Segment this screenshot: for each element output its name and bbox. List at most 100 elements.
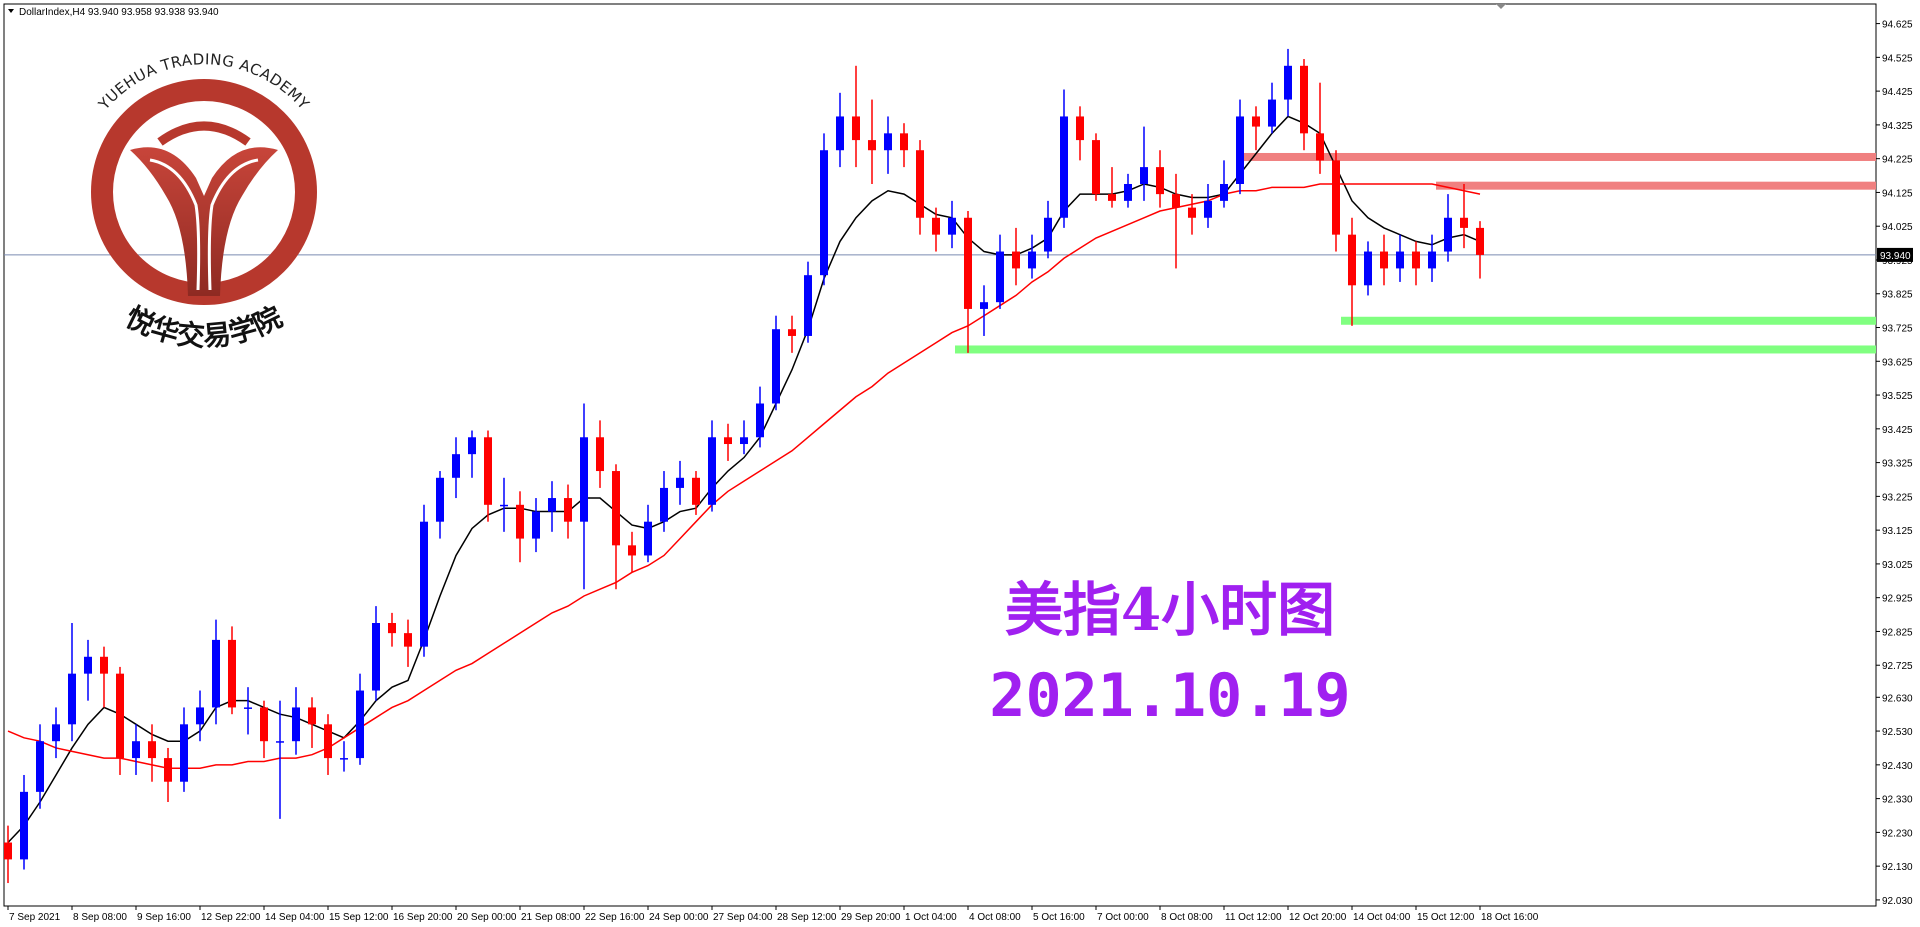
y-tick-label: 94.625 xyxy=(1882,20,1913,31)
candle-body xyxy=(1476,227,1484,255)
candle-body xyxy=(1268,99,1276,127)
y-tick-label: 92.030 xyxy=(1882,896,1913,907)
y-tick-label: 93.825 xyxy=(1882,290,1913,301)
x-tick-label: 27 Sep 04:00 xyxy=(713,912,773,923)
candle-body xyxy=(1220,183,1228,201)
x-tick-label: 14 Oct 04:00 xyxy=(1353,912,1411,923)
x-tick-label: 9 Sep 16:00 xyxy=(137,912,191,923)
candle-body xyxy=(1044,217,1052,252)
y-tick-label: 92.230 xyxy=(1882,828,1913,839)
y-tick-label: 94.325 xyxy=(1882,121,1913,132)
candle-body xyxy=(1428,251,1436,269)
candle-body xyxy=(324,724,332,759)
candle-body xyxy=(84,656,92,674)
y-tick-label: 93.725 xyxy=(1882,324,1913,335)
x-tick-label: 14 Sep 04:00 xyxy=(265,912,325,923)
y-tick-label: 94.225 xyxy=(1882,155,1913,166)
x-tick-label: 24 Sep 00:00 xyxy=(649,912,709,923)
y-tick-label: 93.125 xyxy=(1882,526,1913,537)
candle-body xyxy=(852,116,860,141)
candle-body xyxy=(692,477,700,505)
candle-body xyxy=(1028,251,1036,269)
candle-body xyxy=(1252,116,1260,127)
candle-body xyxy=(308,707,316,725)
chart-header: DollarIndex,H4 93.940 93.958 93.938 93.9… xyxy=(19,7,219,18)
candle-body xyxy=(196,707,204,725)
last-price-label: 93.940 xyxy=(1880,251,1911,262)
candle-body xyxy=(356,690,364,759)
menu-triangle xyxy=(8,9,14,13)
candle-body xyxy=(1316,133,1324,161)
candle-body xyxy=(1332,160,1340,235)
candle-body xyxy=(1412,251,1420,269)
annotation-title: 美指4小时图 xyxy=(1005,576,1335,644)
logo: YUEHUA TRADING ACADEMY 悦华交易学院 xyxy=(91,50,317,353)
level-band xyxy=(1436,181,1876,190)
shift-marker xyxy=(1496,4,1506,9)
annotation-date: 2021.10.19 xyxy=(989,661,1350,731)
x-tick-label: 15 Oct 12:00 xyxy=(1417,912,1475,923)
candle-body xyxy=(564,498,572,522)
y-tick-label: 93.625 xyxy=(1882,357,1913,368)
y-tick-label: 92.330 xyxy=(1882,795,1913,806)
candle-body xyxy=(1460,217,1468,228)
x-tick-label: 8 Oct 08:00 xyxy=(1161,912,1213,923)
candle-body xyxy=(516,504,524,539)
candle-body xyxy=(612,471,620,546)
candle-body xyxy=(1396,251,1404,269)
x-tick-label: 16 Sep 20:00 xyxy=(393,912,453,923)
candle-body xyxy=(916,150,924,218)
y-tick-label: 92.530 xyxy=(1882,727,1913,738)
candle-body xyxy=(260,707,268,742)
x-tick-label: 12 Oct 20:00 xyxy=(1289,912,1347,923)
y-tick-label: 92.430 xyxy=(1882,761,1913,772)
y-tick-label: 92.130 xyxy=(1882,862,1913,873)
candle-body xyxy=(164,758,172,782)
x-tick-label: 4 Oct 08:00 xyxy=(969,912,1021,923)
last-price-box xyxy=(1877,247,1913,262)
candle-body xyxy=(132,741,140,759)
candle-body xyxy=(724,437,732,445)
axis: 94.625 94.525 94.425 94.325 94.225 94.125 94.0… xyxy=(4,20,1913,923)
x-tick-label: 28 Sep 12:00 xyxy=(777,912,837,923)
candle-body xyxy=(4,842,12,860)
candle-body xyxy=(20,791,28,860)
y-tick-label: 94.525 xyxy=(1882,53,1913,64)
candle-body xyxy=(116,673,124,759)
y-tick-label: 93.025 xyxy=(1882,560,1913,571)
candle-body xyxy=(644,521,652,556)
candle-body xyxy=(708,437,716,505)
candle-body xyxy=(820,150,828,276)
candle-body xyxy=(292,707,300,742)
candle-body xyxy=(788,329,796,336)
candle-body xyxy=(1364,251,1372,286)
candle-body xyxy=(1124,183,1132,201)
candle-body xyxy=(1092,140,1100,195)
candle-body xyxy=(1060,116,1068,218)
y-tick-label: 93.225 xyxy=(1882,492,1913,503)
y-tick-label: 93.325 xyxy=(1882,459,1913,470)
candle-body xyxy=(884,133,892,151)
y-tick-label: 92.630 xyxy=(1882,693,1913,704)
candle-body xyxy=(948,217,956,235)
candle-body xyxy=(372,623,380,691)
candle-body xyxy=(532,511,540,539)
candle-body xyxy=(772,329,780,404)
candle-body xyxy=(36,741,44,792)
candle-body xyxy=(1172,194,1180,208)
candle-body xyxy=(1156,167,1164,195)
level-band xyxy=(1341,316,1876,325)
candle-body xyxy=(676,477,684,488)
y-tick-label: 92.825 xyxy=(1882,627,1913,638)
candle-body xyxy=(1076,116,1084,141)
candle-body xyxy=(1444,217,1452,252)
x-tick-label: 22 Sep 16:00 xyxy=(585,912,645,923)
candle-body xyxy=(100,656,108,674)
candle-body xyxy=(964,217,972,309)
level-band xyxy=(955,345,1876,354)
candle-body xyxy=(436,477,444,522)
levels xyxy=(955,152,1876,354)
indicator-lines xyxy=(7,115,1481,844)
y-tick-label: 92.725 xyxy=(1882,661,1913,672)
